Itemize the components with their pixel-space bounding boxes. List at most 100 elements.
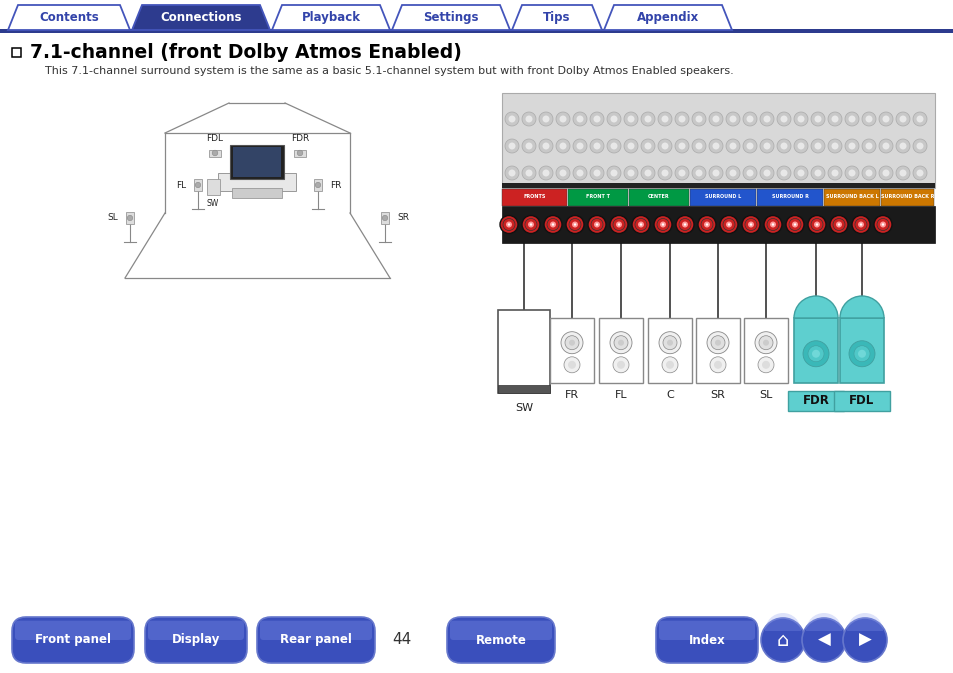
Circle shape — [793, 112, 807, 126]
Bar — [218, 173, 295, 191]
Text: C: C — [665, 390, 673, 400]
Text: FL: FL — [175, 180, 186, 190]
Circle shape — [725, 221, 731, 227]
Circle shape — [712, 116, 719, 122]
Circle shape — [639, 223, 641, 225]
Bar — [787, 391, 843, 411]
Circle shape — [635, 219, 646, 230]
Circle shape — [762, 143, 770, 149]
Circle shape — [563, 357, 579, 373]
Circle shape — [916, 143, 923, 149]
Circle shape — [508, 116, 515, 122]
Wedge shape — [840, 296, 883, 318]
Circle shape — [895, 139, 909, 153]
Text: SR: SR — [396, 213, 409, 223]
Circle shape — [644, 116, 651, 122]
Bar — [209, 149, 220, 157]
Circle shape — [708, 166, 722, 180]
Circle shape — [725, 112, 740, 126]
FancyBboxPatch shape — [450, 621, 552, 640]
Text: This 7.1-channel surround system is the same as a basic 5.1-channel system but w: This 7.1-channel surround system is the … — [45, 66, 733, 76]
Circle shape — [610, 116, 617, 122]
Circle shape — [558, 143, 566, 149]
Circle shape — [660, 116, 668, 122]
Circle shape — [831, 170, 838, 176]
Circle shape — [810, 139, 824, 153]
Circle shape — [502, 219, 515, 230]
Bar — [232, 188, 282, 198]
Circle shape — [644, 170, 651, 176]
Circle shape — [831, 143, 838, 149]
Circle shape — [521, 215, 539, 234]
Circle shape — [754, 332, 776, 354]
Circle shape — [576, 170, 583, 176]
Circle shape — [878, 166, 892, 180]
Circle shape — [614, 336, 627, 350]
Circle shape — [616, 221, 621, 227]
Circle shape — [556, 166, 569, 180]
Circle shape — [623, 166, 638, 180]
Circle shape — [725, 139, 740, 153]
Text: 7.1-channel (front Dolby Atmos Enabled): 7.1-channel (front Dolby Atmos Enabled) — [30, 42, 461, 61]
Circle shape — [691, 112, 705, 126]
Circle shape — [661, 223, 663, 225]
Circle shape — [558, 170, 566, 176]
Circle shape — [499, 215, 517, 234]
Text: SW: SW — [207, 199, 219, 208]
Bar — [497, 385, 550, 393]
Circle shape — [780, 170, 786, 176]
Circle shape — [618, 223, 619, 225]
Circle shape — [573, 112, 586, 126]
Circle shape — [815, 223, 818, 225]
Circle shape — [606, 139, 620, 153]
Circle shape — [705, 223, 707, 225]
Circle shape — [665, 361, 673, 369]
Circle shape — [521, 112, 536, 126]
Bar — [840, 318, 883, 383]
Circle shape — [801, 618, 845, 662]
Circle shape — [708, 139, 722, 153]
Circle shape — [854, 219, 866, 230]
Circle shape — [618, 340, 623, 346]
Wedge shape — [846, 613, 882, 631]
Circle shape — [627, 170, 634, 176]
Circle shape — [847, 116, 855, 122]
Circle shape — [659, 332, 680, 354]
Bar — [207, 179, 220, 195]
Polygon shape — [512, 5, 601, 30]
Circle shape — [797, 116, 803, 122]
Circle shape — [857, 350, 865, 358]
Bar — [193, 179, 202, 191]
Circle shape — [565, 215, 583, 234]
Circle shape — [623, 139, 638, 153]
Circle shape — [857, 221, 863, 227]
Circle shape — [899, 143, 905, 149]
Circle shape — [745, 143, 753, 149]
Circle shape — [521, 139, 536, 153]
FancyBboxPatch shape — [256, 617, 375, 663]
Circle shape — [873, 215, 891, 234]
Text: SURROUND L: SURROUND L — [704, 194, 740, 199]
Text: FR: FR — [330, 180, 341, 190]
Bar — [757, 189, 822, 206]
Text: SW: SW — [515, 403, 533, 413]
Circle shape — [700, 219, 712, 230]
Circle shape — [703, 221, 709, 227]
Bar — [689, 189, 755, 206]
Circle shape — [879, 221, 885, 227]
Circle shape — [814, 116, 821, 122]
Circle shape — [912, 112, 926, 126]
Circle shape — [627, 143, 634, 149]
Text: Rear panel: Rear panel — [280, 633, 352, 647]
Circle shape — [727, 223, 729, 225]
Text: Settings: Settings — [423, 11, 478, 24]
Text: Remote: Remote — [475, 633, 526, 647]
Circle shape — [567, 361, 576, 369]
Circle shape — [572, 221, 578, 227]
Circle shape — [864, 116, 872, 122]
Circle shape — [568, 219, 580, 230]
FancyBboxPatch shape — [260, 621, 372, 640]
Text: SR: SR — [710, 390, 724, 400]
Circle shape — [741, 215, 760, 234]
Bar — [823, 189, 879, 206]
